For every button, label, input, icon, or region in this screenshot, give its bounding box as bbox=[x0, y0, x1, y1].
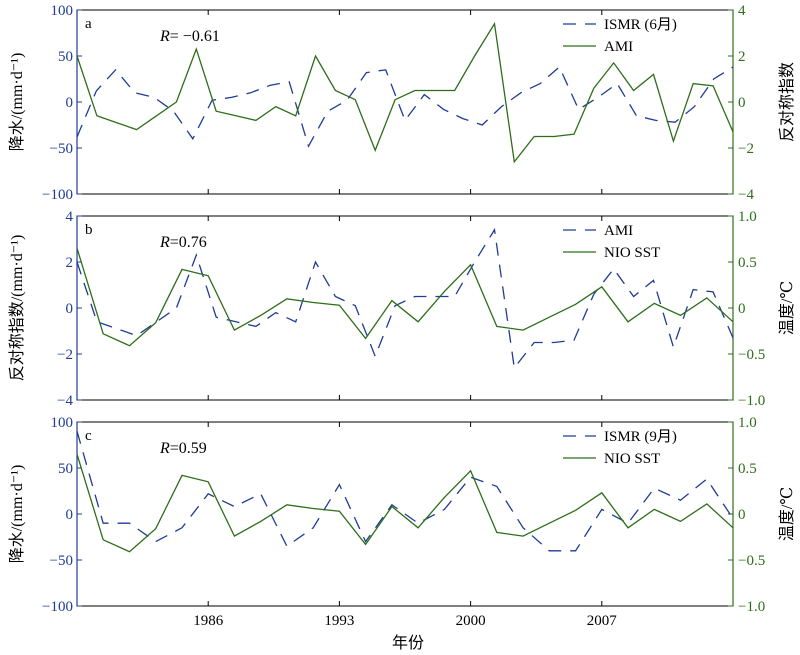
left-tick-label: 100 bbox=[51, 415, 74, 431]
right-axis-title: 反对称指数 bbox=[778, 62, 796, 142]
series-line-solid bbox=[76, 248, 734, 347]
right-tick-label: 1.0 bbox=[738, 415, 757, 431]
right-tick-label: 0 bbox=[738, 95, 746, 111]
correlation-label: R= −0.61 bbox=[159, 28, 220, 45]
right-axis-title: 温度/℃ bbox=[778, 281, 796, 335]
left-tick-label: −100 bbox=[42, 187, 73, 203]
left-tick-label: −100 bbox=[42, 599, 73, 615]
panel-letter: c bbox=[85, 428, 92, 444]
legend-label: AMI bbox=[604, 39, 633, 55]
left-tick-label: −50 bbox=[50, 141, 73, 157]
legend-label: NIO SST bbox=[604, 451, 660, 467]
right-tick-label: 2 bbox=[738, 49, 746, 65]
left-axis-title: 降水/(mm·d⁻¹) bbox=[8, 465, 26, 564]
right-tick-label: 4 bbox=[738, 3, 746, 19]
right-tick-label: −0.5 bbox=[738, 347, 765, 363]
left-tick-label: 2 bbox=[66, 255, 74, 271]
right-tick-label: −0.5 bbox=[738, 553, 765, 569]
left-tick-label: 4 bbox=[66, 209, 74, 225]
correlation-label: R=0.76 bbox=[159, 234, 207, 251]
right-tick-label: 0.5 bbox=[738, 461, 757, 477]
right-tick-label: 0 bbox=[738, 507, 746, 523]
left-tick-label: 50 bbox=[58, 49, 73, 65]
right-tick-label: −2 bbox=[738, 141, 754, 157]
left-tick-label: 0 bbox=[66, 95, 74, 111]
panel-letter: b bbox=[85, 222, 93, 238]
right-tick-label: 0 bbox=[738, 301, 746, 317]
series-line-dashed bbox=[76, 227, 734, 370]
series-line-solid bbox=[76, 454, 734, 553]
legend-label: ISMR (6月) bbox=[604, 17, 677, 33]
left-tick-label: 100 bbox=[51, 3, 74, 19]
left-tick-label: 0 bbox=[66, 507, 74, 523]
right-tick-label: 1.0 bbox=[738, 209, 757, 225]
left-axis-title: 降水/(mm·d⁻¹) bbox=[8, 53, 26, 152]
x-tick-label: 1986 bbox=[193, 613, 224, 629]
right-tick-label: −1.0 bbox=[738, 393, 765, 409]
left-tick-label: −2 bbox=[57, 347, 73, 363]
legend-label: NIO SST bbox=[604, 245, 660, 261]
legend-label: AMI bbox=[604, 223, 633, 239]
left-tick-label: 50 bbox=[58, 461, 73, 477]
right-tick-label: −1.0 bbox=[738, 599, 765, 615]
right-tick-label: −4 bbox=[738, 187, 754, 203]
left-tick-label: 0 bbox=[66, 301, 74, 317]
right-axis-title: 温度/℃ bbox=[778, 487, 796, 541]
panel-b: 4 2 0 −2 −4 1.0 0.5 0 −0.5 −1.0 反对称指数/(mm·d⁻¹) 温度/℃… bbox=[8, 209, 796, 409]
panel-letter: a bbox=[85, 16, 92, 32]
left-tick-label: −50 bbox=[50, 553, 73, 569]
correlation-label: R=0.59 bbox=[159, 440, 207, 457]
series-line-dashed bbox=[76, 431, 734, 552]
x-tick-label: 2007 bbox=[587, 613, 618, 629]
x-tick-label: 1993 bbox=[324, 613, 354, 629]
series-line-dashed bbox=[76, 65, 734, 148]
panel-c: 100 50 0 −50 −100 1.0 0.5 0 −0.5 −1.0 1986 1993 2000… bbox=[8, 415, 796, 629]
series-line-solid bbox=[76, 21, 734, 164]
x-axis-title: 年份 bbox=[392, 634, 424, 652]
panel-a: 100 50 0 −50 −100 4 2 0 −2 −4 降水/(mm·d⁻¹) 反对称指数 a R= … bbox=[8, 3, 796, 203]
x-tick-label: 2000 bbox=[456, 613, 486, 629]
legend-label: ISMR (9月) bbox=[604, 429, 677, 445]
left-tick-label: −4 bbox=[57, 393, 73, 409]
left-axis-title: 反对称指数/(mm·d⁻¹) bbox=[8, 235, 26, 382]
right-tick-label: 0.5 bbox=[738, 255, 757, 271]
